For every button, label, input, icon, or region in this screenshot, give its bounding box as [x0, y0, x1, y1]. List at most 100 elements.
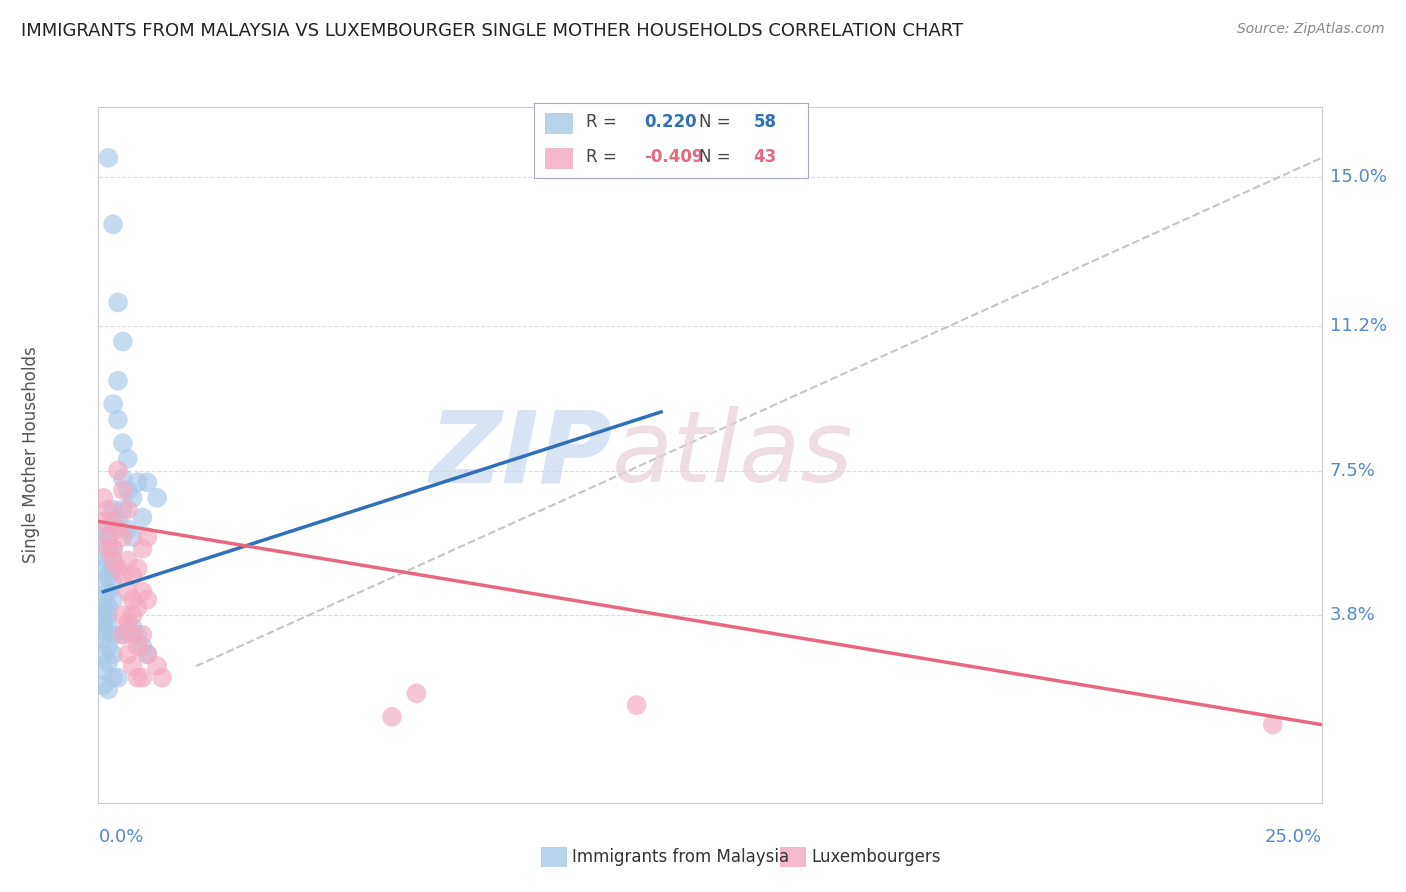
Text: N =: N = [699, 113, 730, 131]
Point [136, 592, 159, 607]
Text: Source: ZipAtlas.com: Source: ZipAtlas.com [1237, 22, 1385, 37]
Point [381, 710, 404, 724]
Bar [546, 113, 572, 135]
Point [97, 502, 120, 516]
Point [107, 413, 129, 427]
Point [97, 151, 120, 165]
Point [91, 541, 114, 556]
Point [91, 561, 114, 575]
Point [121, 620, 143, 634]
Text: 3.8%: 3.8% [1330, 607, 1375, 624]
Point [107, 671, 129, 685]
Point [91, 491, 114, 505]
Point [107, 464, 129, 478]
Point [127, 640, 149, 654]
Text: IMMIGRANTS FROM MALAYSIA VS LUXEMBOURGER SINGLE MOTHER HOUSEHOLDS CORRELATION CH: IMMIGRANTS FROM MALAYSIA VS LUXEMBOURGER… [21, 22, 963, 40]
Point [117, 502, 139, 516]
Point [117, 451, 139, 466]
Point [111, 569, 134, 583]
Point [111, 436, 134, 450]
Point [107, 295, 129, 310]
Point [101, 541, 124, 556]
Point [101, 397, 124, 411]
Point [97, 541, 120, 556]
Text: N =: N = [699, 148, 730, 166]
Text: R =: R = [586, 148, 617, 166]
Point [101, 671, 124, 685]
Point [91, 522, 114, 536]
Point [121, 530, 143, 544]
Point [97, 640, 120, 654]
Point [131, 671, 153, 685]
Point [91, 577, 114, 591]
Point [136, 647, 159, 661]
Point [117, 647, 139, 661]
Text: Luxembourgers: Luxembourgers [811, 848, 941, 866]
Point [101, 541, 124, 556]
Point [111, 628, 134, 642]
Point [127, 628, 149, 642]
Point [101, 561, 124, 575]
Point [101, 592, 124, 607]
Point [91, 663, 114, 677]
Point [626, 698, 648, 712]
Text: Single Mother Households: Single Mother Households [22, 347, 41, 563]
Point [146, 491, 169, 505]
Text: R =: R = [586, 113, 617, 131]
Point [111, 502, 134, 516]
Point [131, 541, 153, 556]
Point [101, 553, 124, 567]
Text: 43: 43 [754, 148, 778, 166]
Text: 11.2%: 11.2% [1330, 317, 1388, 334]
Point [1261, 717, 1284, 731]
Text: 0.220: 0.220 [644, 113, 696, 131]
Point [131, 584, 153, 599]
Point [111, 530, 134, 544]
Point [97, 620, 120, 634]
Point [107, 514, 129, 528]
Point [405, 686, 427, 700]
Point [101, 514, 124, 528]
Point [107, 522, 129, 536]
Text: Immigrants from Malaysia: Immigrants from Malaysia [572, 848, 789, 866]
Point [150, 671, 173, 685]
Text: 0.0%: 0.0% [98, 828, 143, 846]
Point [91, 632, 114, 646]
Point [131, 510, 153, 524]
Point [117, 584, 139, 599]
Point [117, 483, 139, 497]
Text: 58: 58 [754, 113, 776, 131]
Text: atlas: atlas [612, 407, 853, 503]
Point [107, 374, 129, 388]
Point [127, 600, 149, 615]
Point [107, 561, 129, 575]
Point [97, 682, 120, 697]
Point [111, 608, 134, 623]
Point [97, 530, 120, 544]
Point [111, 471, 134, 485]
Point [91, 600, 114, 615]
Point [97, 608, 120, 623]
Point [97, 553, 120, 567]
Point [97, 530, 120, 544]
Point [111, 334, 134, 349]
Point [101, 502, 124, 516]
Point [136, 647, 159, 661]
Point [117, 615, 139, 630]
Point [121, 628, 143, 642]
Point [127, 475, 149, 490]
Point [101, 577, 124, 591]
Point [91, 624, 114, 638]
Point [101, 217, 124, 231]
Point [97, 584, 120, 599]
Point [121, 659, 143, 673]
Point [101, 628, 124, 642]
Point [111, 628, 134, 642]
Point [131, 640, 153, 654]
Point [91, 647, 114, 661]
Text: 7.5%: 7.5% [1330, 461, 1376, 480]
Point [136, 530, 159, 544]
Point [121, 491, 143, 505]
Text: 15.0%: 15.0% [1330, 169, 1386, 186]
Text: -0.409: -0.409 [644, 148, 703, 166]
